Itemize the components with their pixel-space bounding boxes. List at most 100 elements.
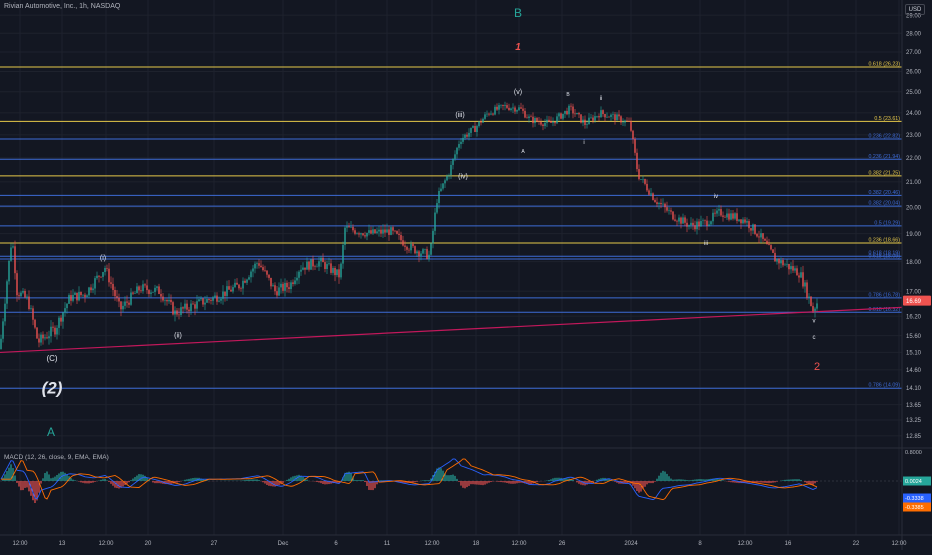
- candle-body: [242, 281, 243, 289]
- macd-histogram-bar: [72, 480, 73, 481]
- macd-histogram-bar: [634, 481, 635, 488]
- macd-histogram-bar: [362, 480, 363, 481]
- candle-body: [162, 297, 163, 301]
- macd-histogram-bar: [42, 478, 43, 481]
- macd-histogram-bar: [206, 480, 207, 481]
- y-tick-label: 13.25: [906, 418, 922, 424]
- fib-level-label: 0.786 (14.09): [868, 383, 900, 389]
- macd-histogram-bar: [452, 475, 453, 481]
- candle-body: [564, 111, 565, 114]
- candle-body: [324, 262, 325, 269]
- y-tick-label: 27.00: [906, 50, 922, 56]
- candle-body: [90, 287, 91, 290]
- candle-body: [812, 306, 813, 311]
- grid: [0, 0, 902, 535]
- candle-body: [808, 297, 809, 298]
- candle-body: [312, 259, 313, 266]
- candle-body: [574, 113, 575, 114]
- macd-histogram-bar: [470, 481, 471, 484]
- candle-body: [706, 221, 707, 226]
- macd-histogram-bar: [354, 480, 355, 481]
- macd-histogram-bar: [360, 480, 361, 481]
- macd-histogram-bar: [734, 481, 735, 483]
- candle-body: [678, 218, 679, 222]
- candle-body: [42, 335, 43, 339]
- macd-histogram-bar: [18, 481, 19, 487]
- fib-level-label: 0.382 (20.04): [868, 201, 900, 207]
- y-tick-label: 13.65: [906, 403, 922, 409]
- candle-body: [20, 293, 21, 297]
- candle-body: [532, 117, 533, 123]
- candle-body: [304, 268, 305, 270]
- macd-histogram-bar: [188, 479, 189, 481]
- macd-histogram-bar: [24, 481, 25, 488]
- candle-body: [210, 300, 211, 301]
- macd-histogram-bar: [550, 479, 551, 481]
- wave-label: c: [813, 335, 816, 341]
- y-tick-label: 17.00: [906, 289, 922, 295]
- candle-body: [454, 154, 455, 159]
- candle-body: [426, 249, 427, 259]
- candle-body: [752, 224, 753, 230]
- macd-histogram-bar: [264, 481, 265, 484]
- macd-histogram-bar: [680, 479, 681, 481]
- candle-body: [86, 295, 87, 297]
- candle-body: [668, 210, 669, 211]
- y-tick-label: 16.20: [906, 314, 922, 320]
- macd-histogram-bar: [190, 478, 191, 481]
- macd-histogram-bar: [46, 471, 47, 481]
- candle-body: [794, 268, 795, 270]
- candle-body: [164, 300, 165, 301]
- candle-body: [358, 233, 359, 234]
- fib-level-label: 0.5 (23.61): [874, 116, 900, 122]
- candle-body: [222, 292, 223, 299]
- candle-body: [724, 217, 725, 218]
- macd-indicator-label[interactable]: MACD (12, 26, close, 9, EMA, EMA): [4, 454, 109, 461]
- x-tick-label: 12:00: [511, 541, 527, 547]
- candle-body: [626, 121, 627, 122]
- macd-histogram-bar: [798, 479, 799, 481]
- macd-histogram-bar: [324, 481, 325, 484]
- candle-body: [8, 261, 9, 282]
- macd-histogram-bar: [126, 481, 127, 484]
- candle-body: [494, 107, 495, 115]
- fib-level-label: 0.5 (19.29): [874, 220, 900, 226]
- macd-histogram-bar: [668, 476, 669, 481]
- candle-body: [468, 133, 469, 137]
- macd-histogram-bar: [460, 481, 461, 486]
- candle-body: [6, 281, 7, 303]
- candle-body: [744, 219, 745, 222]
- candle-body: [646, 184, 647, 190]
- macd-line: [1, 459, 817, 500]
- macd-histogram-bar: [672, 480, 673, 481]
- currency-button[interactable]: USD: [905, 4, 925, 15]
- candle-body: [734, 213, 735, 218]
- macd-histogram-bar: [518, 481, 519, 483]
- candle-body: [432, 231, 433, 243]
- candle-body: [784, 265, 785, 266]
- macd-histogram-bar: [666, 474, 667, 481]
- wave-label: (i): [100, 255, 106, 262]
- macd-histogram-bar: [772, 481, 773, 483]
- signal-line: [1, 459, 817, 500]
- macd-histogram-bar: [732, 481, 733, 482]
- macd-histogram-bar: [488, 481, 489, 483]
- candle-body: [388, 229, 389, 235]
- macd-histogram-bar: [656, 479, 657, 481]
- candle-body: [452, 159, 453, 165]
- macd-histogram-bar: [84, 481, 85, 483]
- candle-body: [188, 310, 189, 311]
- candle-body: [714, 213, 715, 214]
- candle-body: [272, 285, 273, 286]
- candle-body: [458, 144, 459, 148]
- candle-body: [656, 202, 657, 204]
- candle-body: [178, 315, 179, 316]
- macd-histogram-bar: [80, 481, 81, 482]
- candle-body: [290, 282, 291, 289]
- macd-histogram-bar: [788, 480, 789, 481]
- candle-body: [506, 105, 507, 108]
- macd-histogram-bar: [428, 480, 429, 481]
